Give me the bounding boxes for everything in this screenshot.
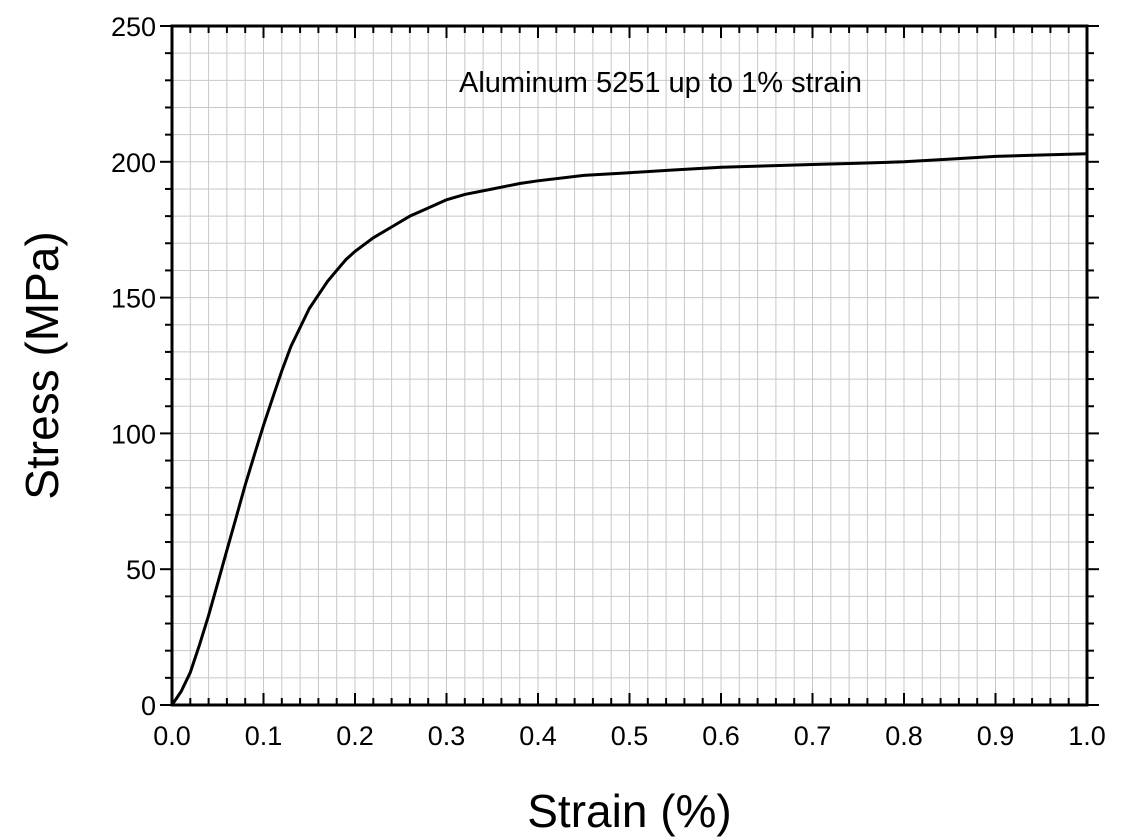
y-tick-label: 50: [126, 555, 156, 585]
x-tick-label: 0.8: [885, 721, 923, 751]
x-tick-label: 0.3: [428, 721, 466, 751]
x-tick-label: 0.9: [977, 721, 1015, 751]
y-tick-label: 150: [111, 284, 156, 314]
y-tick-label: 200: [111, 148, 156, 178]
x-tick-labels: 0.0 0.1 0.2 0.3 0.4 0.5 0.6 0.7 0.8 0.9 1.0: [153, 721, 1106, 751]
chart-annotation: Aluminum 5251 up to 1% strain: [459, 67, 862, 99]
y-axis-title: Stress (MPa): [16, 231, 68, 499]
plot-frame: [170, 24, 1089, 707]
x-tick-label: 0.6: [702, 721, 740, 751]
x-tick-label: 0.0: [153, 721, 191, 751]
y-tick-label: 0: [141, 691, 156, 721]
y-tick-labels: 0 50 100 150 200 250: [111, 12, 156, 721]
x-axis-title: Strain (%): [527, 785, 731, 837]
x-tick-label: 0.4: [519, 721, 557, 751]
x-tick-label: 0.7: [794, 721, 832, 751]
x-tick-label: 1.0: [1068, 721, 1106, 751]
x-tick-label: 0.1: [245, 721, 283, 751]
y-tick-label: 250: [111, 12, 156, 42]
y-tick-label: 100: [111, 419, 156, 449]
x-tick-label: 0.5: [611, 721, 649, 751]
x-tick-label: 0.2: [336, 721, 374, 751]
stress-strain-line: [170, 152, 1088, 706]
grid: [172, 26, 1087, 705]
